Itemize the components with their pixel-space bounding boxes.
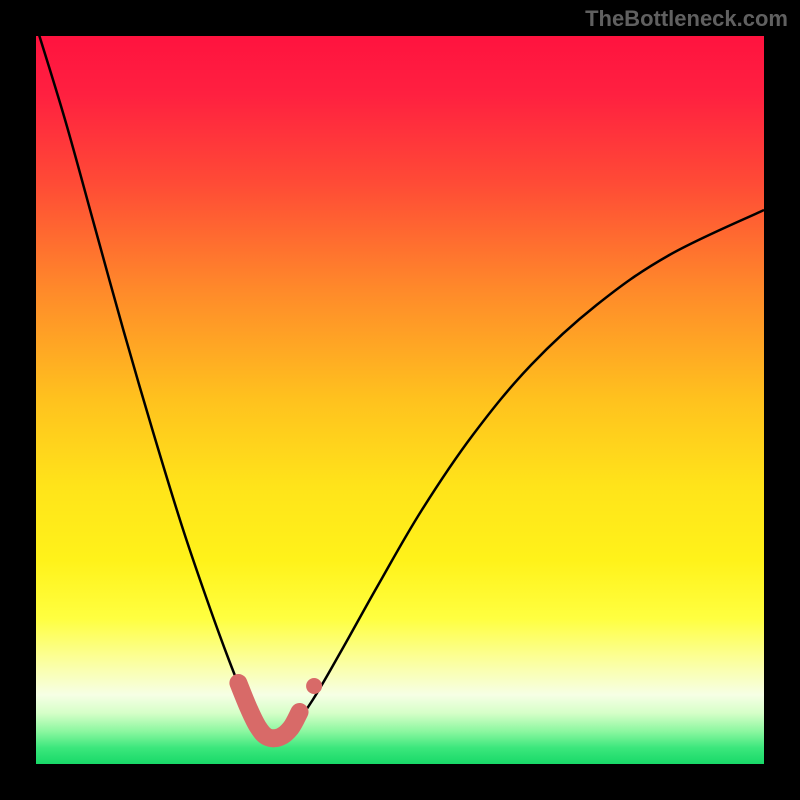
source-watermark: TheBottleneck.com (585, 6, 788, 32)
chart-svg (0, 0, 800, 800)
plot-area (36, 36, 764, 764)
chart-container: TheBottleneck.com (0, 0, 800, 800)
